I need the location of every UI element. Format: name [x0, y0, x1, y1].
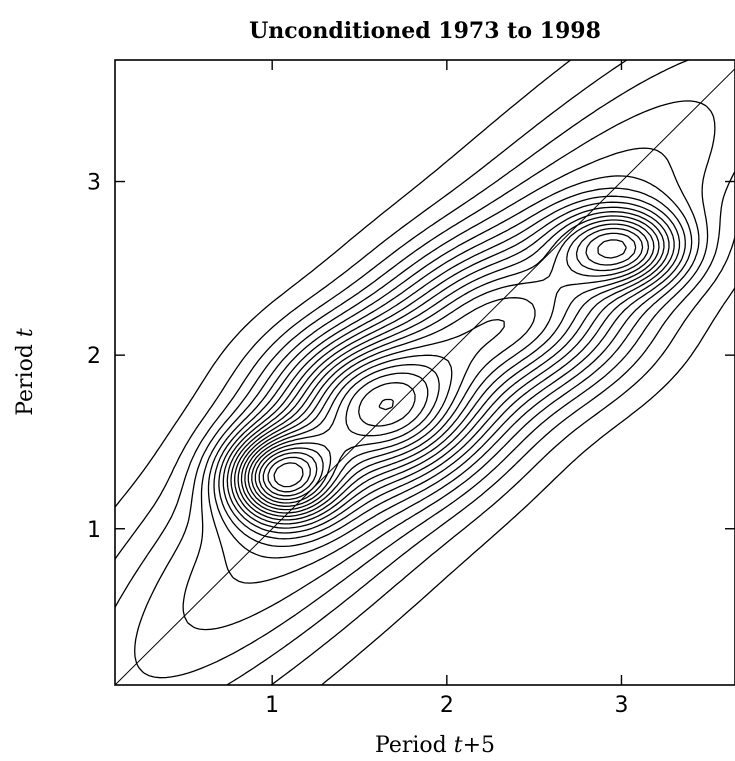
y-tick-label: 1 — [87, 518, 101, 543]
x-tick-label: 1 — [265, 693, 279, 718]
contour-line — [254, 372, 429, 504]
y-axis-ticks: 1 2 3 — [87, 171, 735, 543]
x-axis-label-suffix: +5 — [463, 733, 495, 758]
contour-line — [240, 223, 650, 518]
contour-line — [207, 175, 693, 584]
contour-line — [226, 206, 670, 534]
x-axis-ticks: 1 2 3 — [265, 60, 628, 718]
contour-line — [134, 100, 716, 679]
contour-line — [251, 239, 627, 507]
contour-line — [247, 232, 637, 511]
x-axis-label-prefix: Period — [375, 733, 454, 758]
contour-line — [258, 382, 416, 501]
x-tick-label: 2 — [440, 693, 454, 718]
chart-title: Unconditioned 1973 to 1998 — [249, 18, 601, 44]
contour-lines — [115, 60, 735, 685]
y-tick-label: 2 — [87, 344, 101, 369]
diagonal-reference-line — [114, 68, 735, 686]
contour-line — [230, 211, 665, 529]
contour-line — [273, 462, 304, 488]
contour-line — [222, 201, 675, 540]
contour-line — [218, 195, 681, 548]
y-axis-label: Period t — [13, 328, 38, 416]
y-tick-label: 3 — [87, 171, 101, 196]
contour-line — [244, 227, 644, 514]
contour-line — [237, 219, 655, 521]
x-axis-label-variable: t — [454, 733, 463, 758]
contour-line — [233, 215, 660, 525]
y-axis-label-prefix: Period — [13, 337, 38, 416]
x-axis-label: Period t+5 — [375, 733, 495, 758]
contour-line — [267, 456, 311, 493]
contour-line — [262, 398, 394, 497]
y-axis-label-variable: t — [13, 328, 38, 337]
contour-line — [115, 60, 735, 685]
plot-frame — [114, 59, 735, 686]
contour-line — [213, 187, 686, 559]
x-tick-label: 3 — [614, 693, 628, 718]
contour-line — [182, 147, 700, 631]
